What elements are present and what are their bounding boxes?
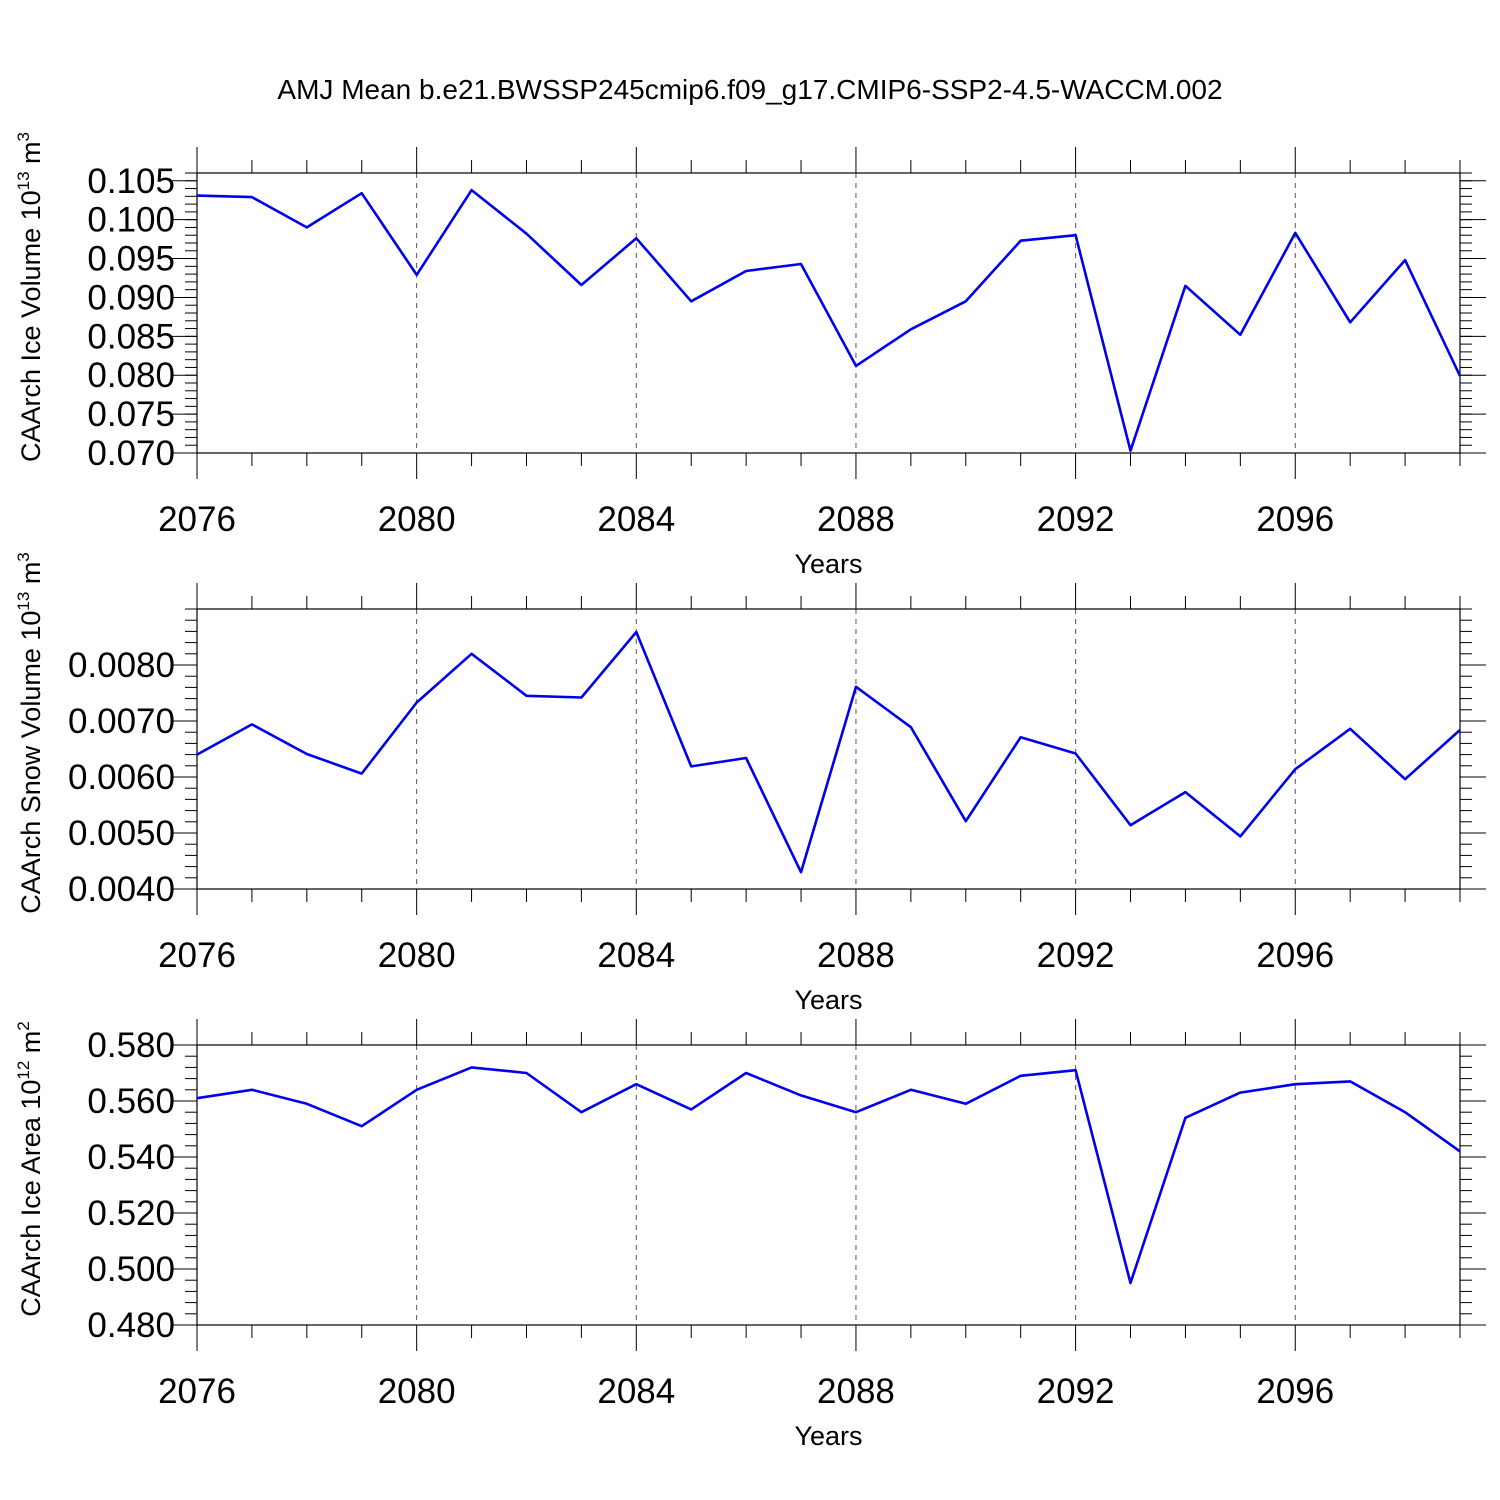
y-axis-label: CAArch Snow Volume 1013 m3: [14, 552, 46, 914]
data-series-line: [196, 188, 1462, 453]
data-series-line: [196, 630, 1461, 874]
x-axis-label: Years: [794, 1421, 862, 1451]
x-tick-label: 2084: [597, 500, 675, 539]
y-axis-label-text: CAArch Ice Area 10: [16, 1080, 46, 1317]
x-tick-label: 2096: [1256, 500, 1334, 539]
y-tick-label: 0.480: [87, 1306, 175, 1345]
x-tick-label: 2092: [1037, 936, 1115, 975]
x-tick-label: 2088: [817, 1372, 895, 1411]
x-tick-label: 2080: [378, 936, 456, 975]
y-tick-label: 0.080: [87, 356, 175, 395]
x-tick-label: 2084: [597, 936, 675, 975]
panel-1: 0.0700.0750.0800.0850.0900.0950.1000.105…: [14, 132, 1486, 579]
y-tick-label: 0.105: [87, 162, 175, 201]
y-tick-label: 0.095: [87, 240, 175, 279]
x-tick-label: 2076: [158, 1372, 236, 1411]
x-tick-label: 2076: [158, 936, 236, 975]
y-tick-label: 0.540: [87, 1138, 175, 1177]
y-axis-label-superscript: 3: [14, 552, 33, 561]
y-tick-label: 0.100: [87, 201, 175, 240]
y-tick-label: 0.0040: [68, 870, 175, 909]
y-axis-label-text: CAArch Snow Volume 10: [16, 611, 46, 914]
y-axis-label: CAArch Ice Area 1012 m2: [14, 1021, 46, 1317]
y-axis-label-text: CAArch Ice Volume 10: [16, 190, 46, 462]
x-tick-label: 2096: [1256, 1372, 1334, 1411]
y-tick-label: 0.085: [87, 317, 175, 356]
x-tick-label: 2080: [378, 1372, 456, 1411]
y-tick-label: 0.580: [87, 1026, 175, 1065]
plot-frame: [196, 608, 1461, 890]
y-axis-label-superscript: 2: [14, 1021, 33, 1030]
panel-2: 0.0040 0.0050 0.0060 0.0070 0.0080 2076 2080 20…: [14, 552, 1486, 1015]
plot-frame: [196, 1044, 1461, 1326]
y-axis-label: CAArch Ice Volume 1013 m3: [14, 132, 46, 462]
y-tick-label: 0.0060: [68, 758, 175, 797]
x-tick-label: 2080: [378, 500, 456, 539]
y-tick-label: 0.0050: [68, 814, 175, 853]
x-tick-label: 2076: [158, 500, 236, 539]
y-tick-label: 0.090: [87, 278, 175, 317]
y-tick-label: 0.520: [87, 1194, 175, 1233]
y-tick-label: 0.560: [87, 1082, 175, 1121]
y-tick-label: 0.500: [87, 1250, 175, 1289]
x-axis-label: Years: [794, 985, 862, 1015]
y-axis-label-text: m: [16, 141, 46, 171]
y-axis-label-text: m: [16, 562, 46, 592]
figure-title: AMJ Mean b.e21.BWSSP245cmip6.f09_g17.CMI…: [277, 74, 1222, 105]
x-tick-label: 2092: [1037, 1372, 1115, 1411]
x-tick-label: 2096: [1256, 936, 1334, 975]
x-tick-label: 2088: [817, 936, 895, 975]
y-tick-label: 0.0080: [68, 646, 175, 685]
y-axis-label-superscript: 3: [14, 132, 33, 141]
y-axis-label-superscript: 12: [14, 1061, 33, 1080]
y-axis-label-superscript: 13: [14, 171, 33, 190]
panel-3: 0.480 0.500 0.520 0.540 0.560 0.580 2076 2080 20…: [14, 1019, 1486, 1451]
data-series-line: [196, 1066, 1461, 1285]
y-tick-label: 0.070: [87, 434, 175, 473]
x-axis-label: Years: [794, 549, 862, 579]
y-tick-label: 0.0070: [68, 702, 175, 741]
x-tick-label: 2084: [597, 1372, 675, 1411]
y-tick-label: 0.075: [87, 395, 175, 434]
y-axis-label-text: m: [16, 1031, 46, 1061]
x-tick-label: 2092: [1037, 500, 1115, 539]
x-tick-label: 2088: [817, 500, 895, 539]
y-axis-label-superscript: 13: [14, 592, 33, 611]
